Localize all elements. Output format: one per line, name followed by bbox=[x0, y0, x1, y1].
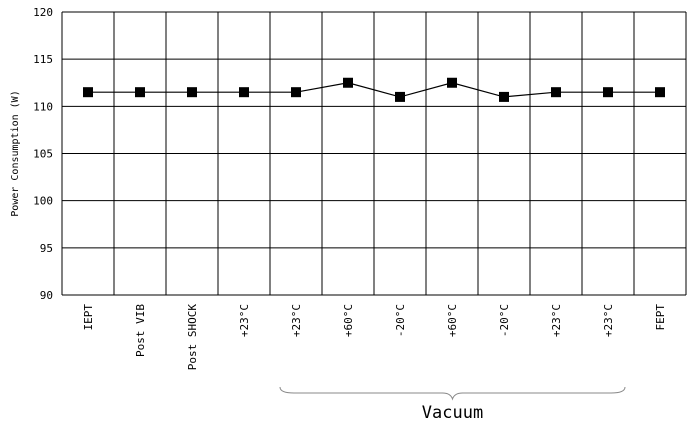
y-axis-ticks: 90 95 100 105 110 115 120 bbox=[33, 6, 53, 302]
x-tick-label: +60°C bbox=[446, 304, 459, 337]
x-tick-label: -20°C bbox=[498, 304, 511, 337]
x-tick-label: IEPT bbox=[82, 304, 95, 331]
series-line-path bbox=[88, 82, 660, 98]
plot-grid bbox=[61, 11, 687, 296]
x-tick-label: Post VIB bbox=[134, 304, 147, 357]
x-tick-label: FEPT bbox=[654, 304, 667, 331]
series-line bbox=[83, 77, 665, 102]
y-tick-label: 95 bbox=[40, 242, 53, 255]
data-point-marker bbox=[343, 77, 353, 88]
vacuum-brace bbox=[279, 386, 626, 401]
data-point-marker bbox=[603, 87, 613, 98]
data-point-marker bbox=[83, 87, 93, 98]
x-tick-label: +23°C bbox=[238, 304, 251, 337]
data-point-marker bbox=[395, 91, 405, 102]
y-tick-label: 105 bbox=[33, 148, 53, 161]
data-point-marker bbox=[291, 87, 301, 98]
x-tick-label: +23°C bbox=[290, 304, 303, 337]
y-tick-label: 115 bbox=[33, 53, 53, 66]
y-axis-label: Power Consumption (W) bbox=[10, 90, 21, 216]
x-tick-label: +23°C bbox=[602, 304, 615, 337]
x-tick-label: +60°C bbox=[342, 304, 355, 337]
y-tick-label: 100 bbox=[33, 195, 53, 208]
x-tick-label: -20°C bbox=[394, 304, 407, 337]
x-tick-label: +23°C bbox=[550, 304, 563, 337]
vacuum-annotation: Vacuum bbox=[279, 386, 626, 423]
data-point-marker bbox=[551, 87, 561, 98]
x-tick-label: Post SHOCK bbox=[186, 304, 199, 371]
vacuum-label: Vacuum bbox=[422, 403, 483, 423]
y-tick-label: 90 bbox=[40, 289, 53, 302]
data-point-marker bbox=[447, 77, 457, 88]
y-tick-label: 120 bbox=[33, 6, 53, 19]
data-point-marker bbox=[239, 87, 249, 98]
data-point-marker bbox=[135, 87, 145, 98]
data-point-marker bbox=[655, 87, 665, 98]
x-axis-ticks: IEPT Post VIB Post SHOCK +23°C +23°C +60°C -20… bbox=[82, 304, 667, 371]
y-tick-label: 110 bbox=[33, 100, 53, 113]
data-point-marker bbox=[499, 91, 509, 102]
data-point-marker bbox=[187, 87, 197, 98]
